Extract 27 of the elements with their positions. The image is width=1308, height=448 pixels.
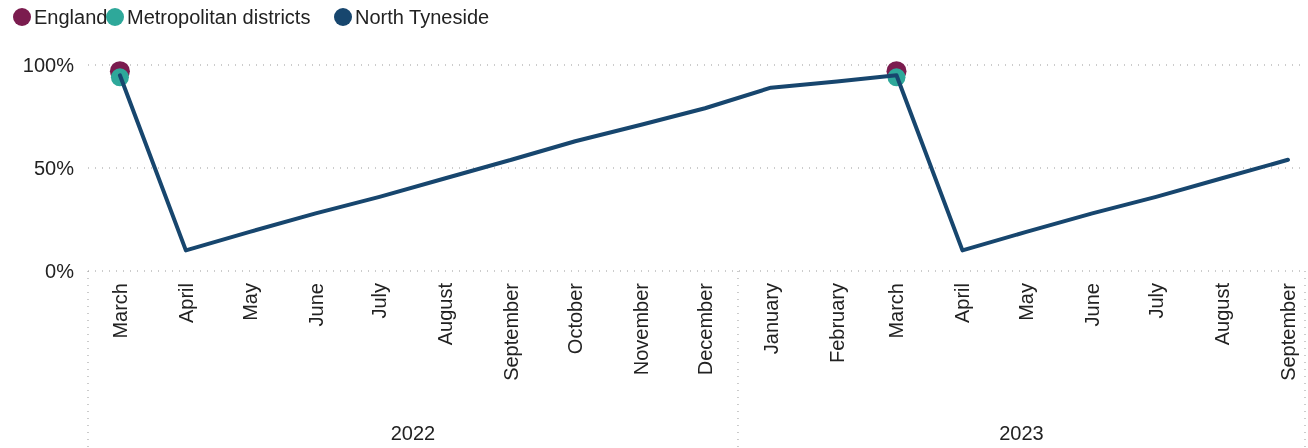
x-tick-label: March	[108, 283, 131, 339]
legend-label: North Tyneside	[355, 6, 490, 28]
x-tick-label: April	[174, 283, 197, 324]
x-tick-label: February	[825, 283, 848, 364]
x-tick-label: August	[434, 282, 457, 346]
x-tick-label: June	[1081, 283, 1104, 327]
x-tick-label: January	[759, 283, 782, 355]
legend-label: England	[34, 6, 108, 28]
y-tick-label: 50%	[33, 157, 75, 179]
y-tick-label: 0%	[45, 260, 75, 282]
x-tick-label: September	[1276, 282, 1299, 381]
legend-label: Metropolitan districts	[127, 6, 311, 28]
x-tick-label: April	[951, 283, 974, 324]
x-tick-label: May	[1015, 283, 1038, 321]
x-tick-label: November	[630, 282, 653, 376]
x-tick-label: July	[368, 283, 391, 319]
x-tick-label: March	[885, 283, 908, 339]
x-tick-label: July	[1145, 283, 1168, 319]
x-tick-label: June	[304, 283, 327, 327]
y-tick-label: 100%	[22, 54, 75, 76]
x-tick-label: September	[500, 282, 523, 381]
x-tick-label: October	[564, 282, 587, 355]
x-tick-label: August	[1211, 282, 1234, 346]
x-tick-label: May	[238, 283, 261, 321]
x-tick-label: December	[694, 282, 717, 376]
text: 2023	[999, 422, 1044, 444]
text: 2022	[390, 422, 436, 444]
